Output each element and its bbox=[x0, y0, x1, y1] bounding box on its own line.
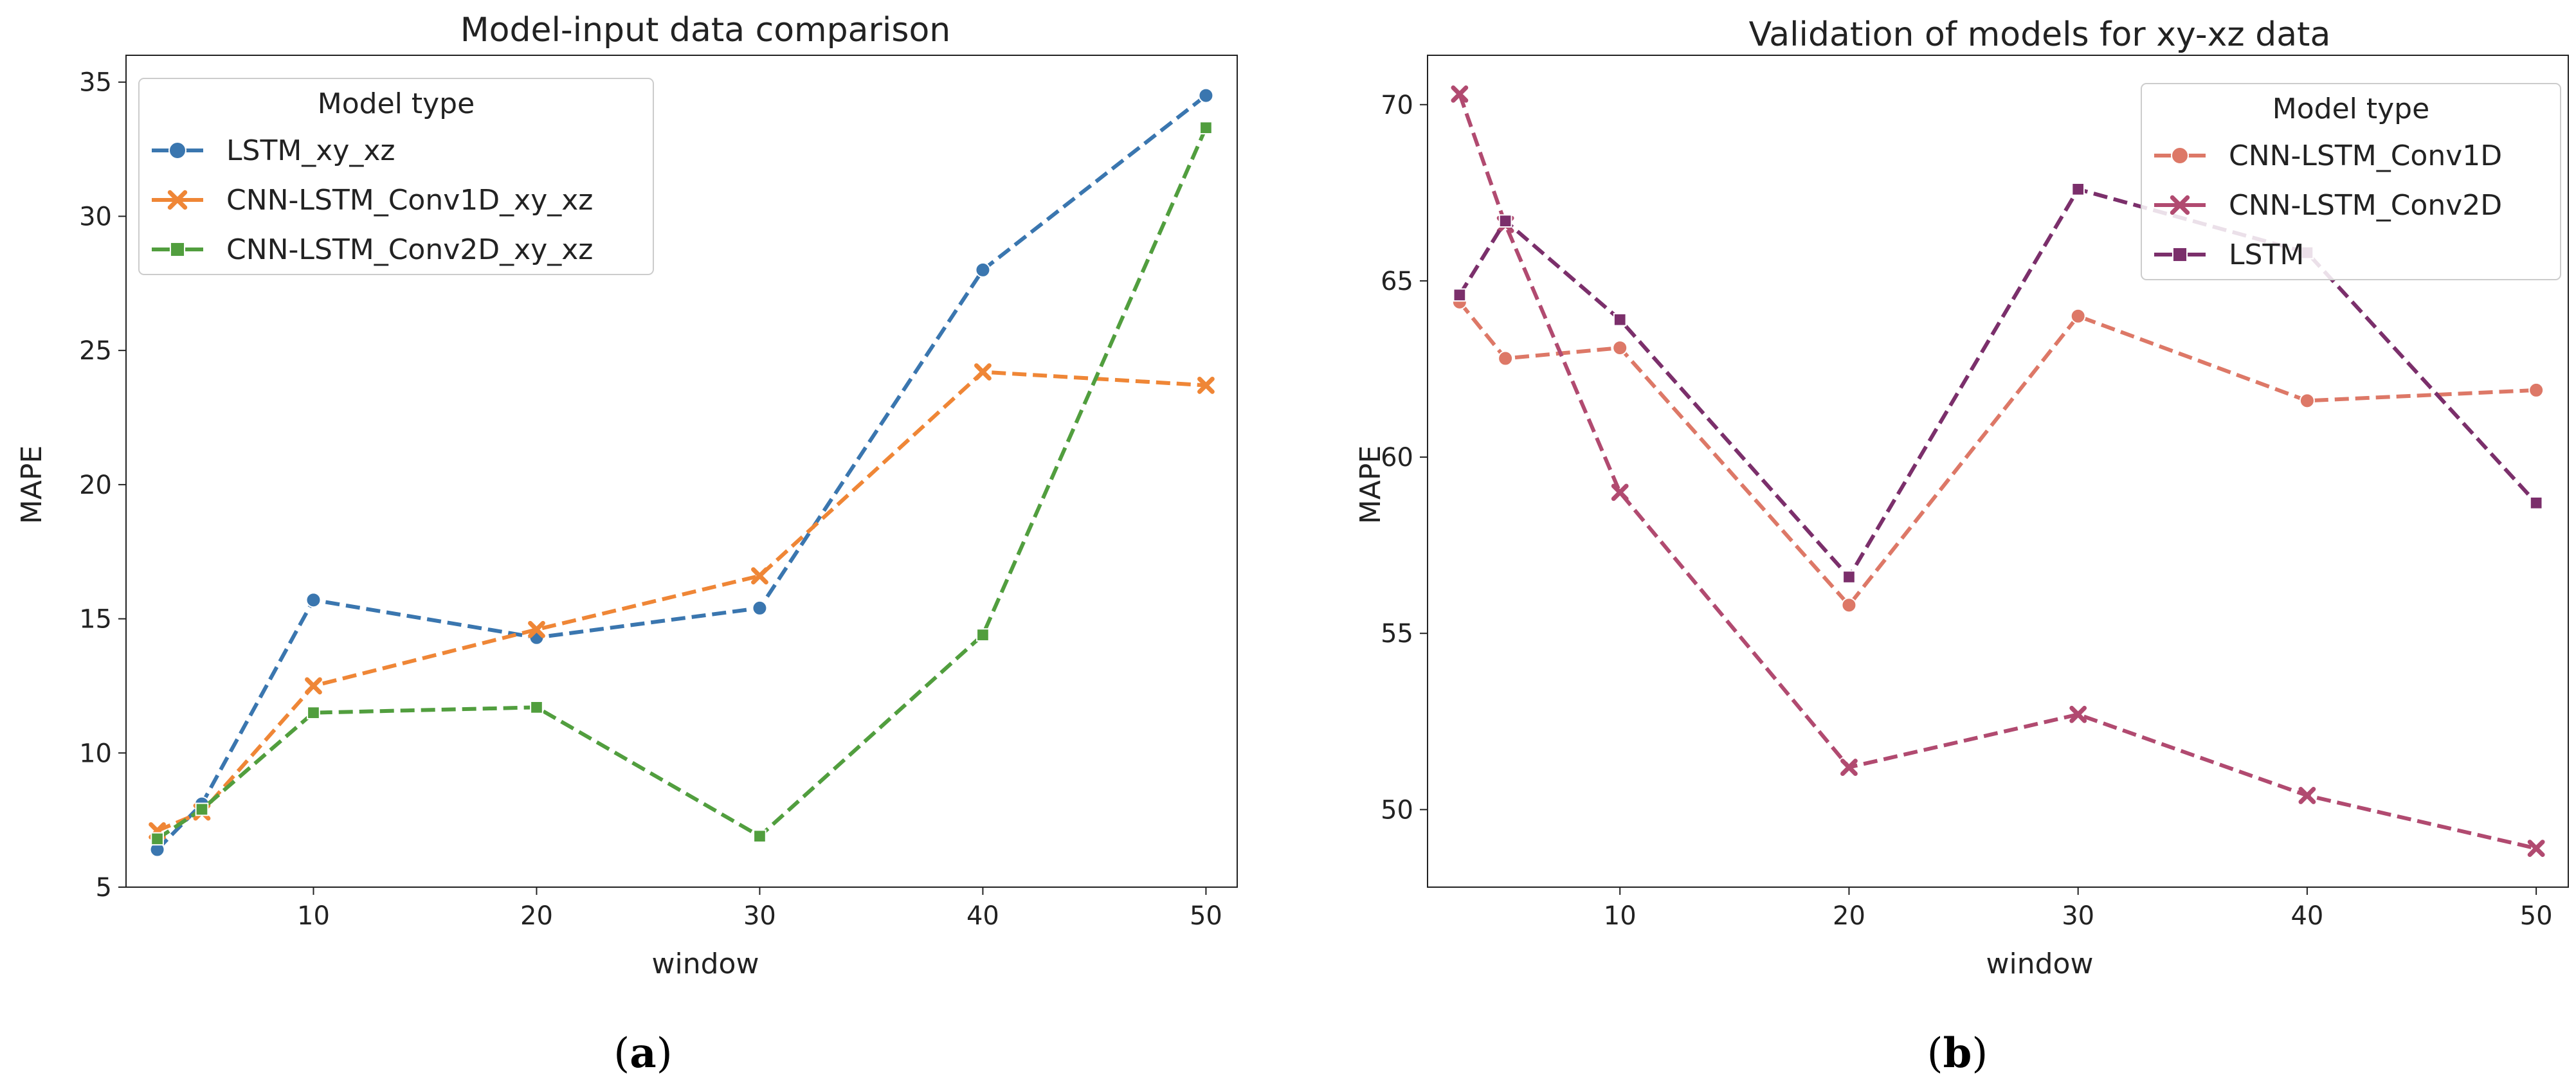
data-point-CNN-LSTM_Conv1D_xy_xz bbox=[1197, 377, 1215, 394]
data-point-CNN-LSTM_Conv2D_xy_xz bbox=[753, 829, 766, 843]
chart-panel-a: Model-input data comparison window MAPE … bbox=[15, 11, 1238, 1077]
legend-item: CNN-LSTM_Conv1D bbox=[2154, 140, 2502, 172]
data-point-LSTM bbox=[2071, 183, 2085, 196]
caption-close-paren: ) bbox=[1972, 1030, 1988, 1077]
panel-caption: (a) bbox=[613, 1029, 672, 1077]
x-tick-label: 10 bbox=[1604, 901, 1637, 931]
data-point-LSTM_xy_xz bbox=[305, 592, 322, 608]
x-tick-label: 50 bbox=[1190, 901, 1222, 931]
y-tick-label: 50 bbox=[1381, 795, 1413, 825]
legend-label: CNN-LSTM_Conv2D_xy_xz bbox=[226, 233, 593, 266]
data-point-LSTM_xy_xz bbox=[752, 600, 768, 616]
caption-open-paren: ( bbox=[1927, 1030, 1943, 1077]
legend-label: CNN-LSTM_Conv2D bbox=[2229, 189, 2502, 222]
legend-label: CNN-LSTM_Conv1D_xy_xz bbox=[226, 184, 593, 217]
data-point-CNN-LSTM_Conv2D bbox=[2069, 705, 2087, 723]
legend-item: LSTM_xy_xz bbox=[152, 134, 395, 167]
chart-panel-b: Validation of models for xy-xz data wind… bbox=[1354, 15, 2569, 1077]
plot-area bbox=[1427, 55, 2569, 888]
data-point-CNN-LSTM_Conv1D bbox=[1841, 597, 1857, 613]
y-tick-label: 35 bbox=[79, 68, 112, 98]
x-tick-label: 30 bbox=[2062, 901, 2094, 931]
x-tick-label: 40 bbox=[2290, 901, 2323, 931]
data-point-CNN-LSTM_Conv2D_xy_xz bbox=[976, 628, 990, 642]
data-point-LSTM bbox=[1842, 570, 1856, 584]
caption-close-paren: ) bbox=[657, 1030, 673, 1077]
legend-box bbox=[2141, 83, 2561, 280]
data-point-CNN-LSTM_Conv2D_xy_xz bbox=[307, 706, 320, 720]
data-point-CNN-LSTM_Conv1D bbox=[2299, 393, 2315, 409]
data-point-CNN-LSTM_Conv2D bbox=[2298, 787, 2316, 804]
data-point-CNN-LSTM_Conv1D bbox=[1612, 340, 1628, 356]
data-point-CNN-LSTM_Conv2D_xy_xz bbox=[150, 832, 164, 846]
data-point-LSTM bbox=[1613, 312, 1627, 327]
plot-area bbox=[125, 55, 1238, 888]
data-point-LSTM bbox=[2529, 496, 2543, 510]
panel-caption: (b) bbox=[1927, 1029, 1988, 1077]
x-tick-label: 10 bbox=[297, 901, 330, 931]
y-tick-label: 55 bbox=[1381, 619, 1413, 649]
data-point-CNN-LSTM_Conv2D_xy_xz bbox=[530, 700, 543, 714]
data-point-CNN-LSTM_Conv1D bbox=[1498, 350, 1514, 366]
y-tick-label: 30 bbox=[79, 202, 112, 231]
data-point-CNN-LSTM_Conv2D bbox=[1840, 759, 1858, 776]
legend-label: CNN-LSTM_Conv1D bbox=[2229, 140, 2502, 172]
y-tick-label: 25 bbox=[79, 336, 112, 366]
caption-open-paren: ( bbox=[613, 1030, 630, 1077]
legend-marker bbox=[2170, 195, 2190, 215]
data-point-CNN-LSTM_Conv2D bbox=[1611, 483, 1629, 501]
legend-marker bbox=[2172, 246, 2188, 263]
caption-letter: b bbox=[1943, 1029, 1972, 1077]
chart-title: Model-input data comparison bbox=[460, 11, 950, 50]
x-axis-label: window bbox=[1986, 948, 2094, 980]
x-tick-label: 40 bbox=[966, 901, 999, 931]
legend-marker bbox=[169, 241, 186, 258]
data-point-CNN-LSTM_Conv2D_xy_xz bbox=[1199, 121, 1213, 135]
legend-marker bbox=[168, 141, 186, 159]
data-point-CNN-LSTM_Conv1D bbox=[2070, 308, 2086, 324]
legend-marker bbox=[2171, 147, 2189, 165]
x-axis-label: window bbox=[652, 948, 759, 980]
legend-title: Model type bbox=[318, 87, 475, 120]
caption-letter: a bbox=[630, 1029, 656, 1077]
y-tick-label: 5 bbox=[96, 873, 112, 903]
data-point-CNN-LSTM_Conv1D_xy_xz bbox=[305, 677, 322, 695]
legend-item: CNN-LSTM_Conv2D bbox=[2154, 189, 2502, 222]
data-point-LSTM bbox=[1453, 288, 1467, 302]
legend-item: CNN-LSTM_Conv2D_xy_xz bbox=[152, 233, 593, 266]
y-axis-label: MAPE bbox=[15, 446, 48, 524]
x-tick-label: 50 bbox=[2520, 901, 2553, 931]
legend-title: Model type bbox=[2272, 93, 2429, 125]
x-tick-label: 30 bbox=[743, 901, 776, 931]
legend-label: LSTM_xy_xz bbox=[226, 134, 395, 167]
data-point-LSTM bbox=[1498, 214, 1512, 228]
y-tick-label: 65 bbox=[1381, 267, 1413, 296]
y-tick-label: 70 bbox=[1381, 91, 1413, 120]
y-tick-label: 10 bbox=[79, 739, 112, 768]
data-point-CNN-LSTM_Conv2D_xy_xz bbox=[195, 802, 209, 816]
legend: Model type CNN-LSTM_Conv1D CNN-LSTM_Conv2D… bbox=[2141, 83, 2561, 280]
legend-item: CNN-LSTM_Conv1D_xy_xz bbox=[152, 184, 593, 217]
y-tick-label: 20 bbox=[79, 471, 112, 500]
data-point-CNN-LSTM_Conv1D_xy_xz bbox=[751, 567, 768, 585]
data-point-CNN-LSTM_Conv2D bbox=[2527, 840, 2545, 858]
y-axis-label: MAPE bbox=[1354, 446, 1387, 524]
legend-box bbox=[138, 78, 654, 275]
legend: Model type LSTM_xy_xz CNN-LSTM_Conv1D_xy_x… bbox=[138, 78, 654, 275]
data-point-LSTM_xy_xz bbox=[975, 262, 991, 278]
data-point-CNN-LSTM_Conv2D bbox=[1451, 85, 1469, 103]
data-point-CNN-LSTM_Conv1D bbox=[2528, 382, 2544, 398]
data-point-LSTM_xy_xz bbox=[1198, 87, 1214, 104]
legend-item: LSTM bbox=[2154, 239, 2304, 271]
x-tick-label: 20 bbox=[1833, 901, 1865, 931]
data-point-CNN-LSTM_Conv1D_xy_xz bbox=[528, 620, 545, 638]
chart-title: Validation of models for xy-xz data bbox=[1749, 15, 2331, 54]
y-tick-label: 15 bbox=[79, 605, 112, 634]
legend-label: LSTM bbox=[2229, 239, 2304, 271]
legend-marker bbox=[167, 190, 188, 210]
data-point-CNN-LSTM_Conv1D_xy_xz bbox=[974, 363, 992, 381]
x-tick-label: 20 bbox=[520, 901, 553, 931]
y-tick-label: 60 bbox=[1381, 443, 1413, 473]
